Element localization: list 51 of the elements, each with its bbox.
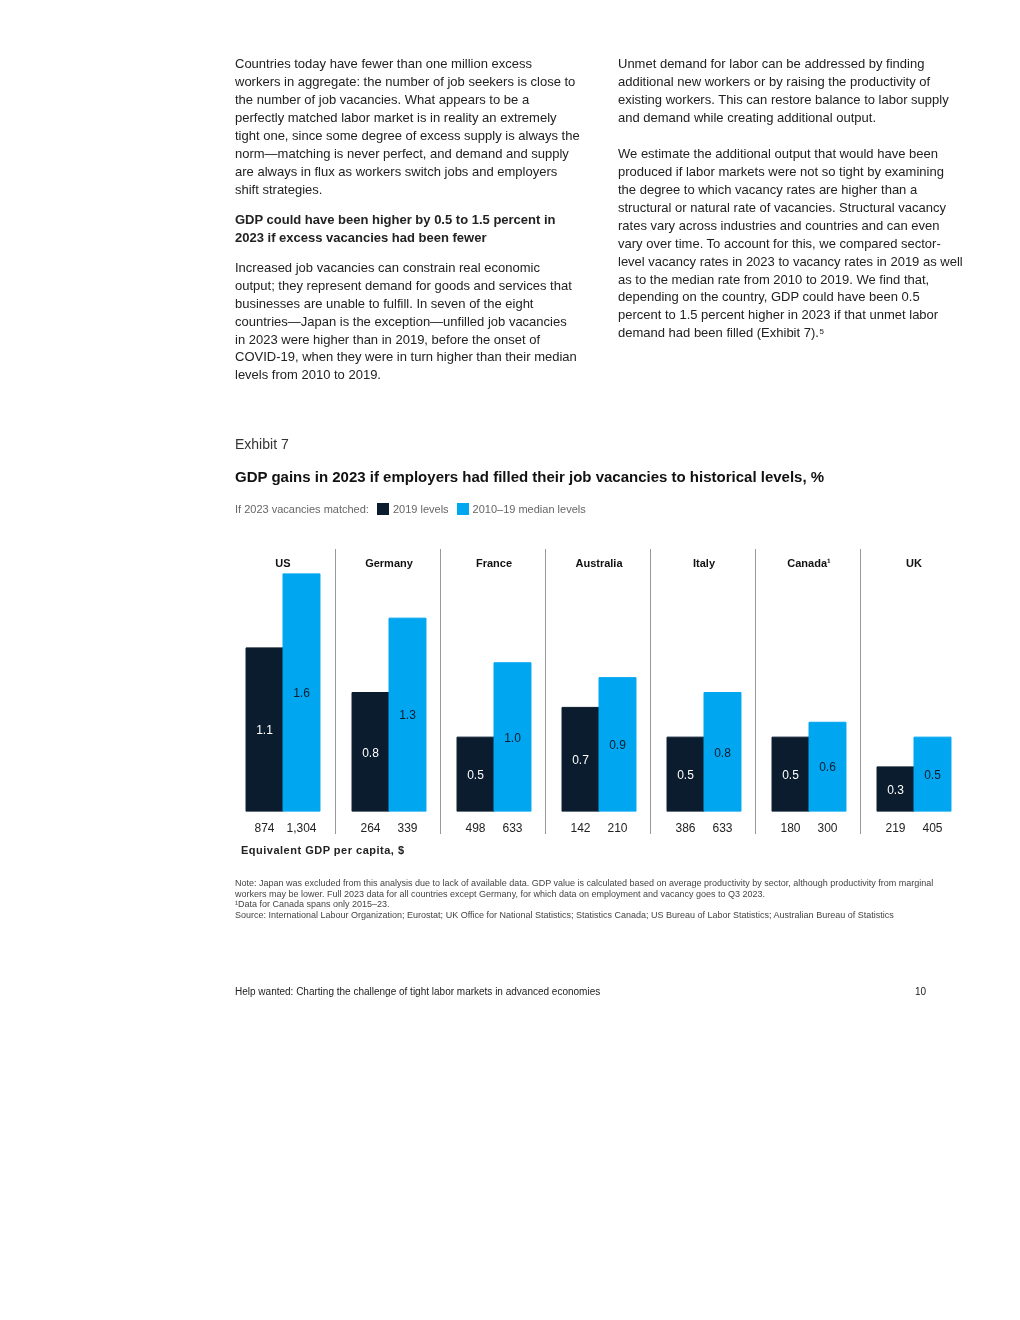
source-note: Source: International Labour Organization; Eurostat; UK Office for National Statistics; Statistics Canada; US Bureau of Labor Statistics; Australian Bureau of Statistics xyxy=(235,910,894,921)
chart-title: US xyxy=(275,556,291,569)
text: GDP gains in 2023 if employers had filled their job vacancies to historical levels, % xyxy=(235,466,825,487)
chart-title: France xyxy=(475,556,513,569)
text: Equivalent GDP per capita, $ xyxy=(241,843,405,856)
text: Countries today have fewer than one million excess workers in aggregate: the number of job seekers is close to the number of job vacancies. What appears to be a perfectly matched labor market is in reality an extremely tight one, since some degree of excess supply is always the norm—matching is never perfect, and demand and supply are always in flux as workers switch jobs and employers shift strategies. xyxy=(235,55,580,199)
legend-title: If 2023 vacancies matched: xyxy=(235,502,369,515)
x-tick-label: 498 xyxy=(465,820,486,835)
x-tick-label: 142 xyxy=(570,820,591,835)
data-label: 0.6 xyxy=(819,760,837,775)
data-label: 1.6 xyxy=(293,685,311,700)
x-tick-label: 633 xyxy=(502,820,523,835)
text: We estimate the additional output that would have been produced if labor markets were not so tight by examining the degree to which vacancy rates are higher than a structural or natural rate of vacancies. Structural vacancy rates vary across industries and countries and can even vary over time. To account for this, we compared sector-level vacancy rates in 2023 to vacancy rates in 2019 as well as to the median rate from 2010 to 2019. We find that, depending on the country, GDP could have been 0.5 percent to 1.5 percent higher in 2023 if that unmet labor demand had been filled (Exhibit 7).⁵ xyxy=(618,145,963,341)
x-tick-label: 1,304 xyxy=(286,820,317,835)
data-label: 0.5 xyxy=(924,767,942,782)
x-tick-label: 300 xyxy=(817,820,838,835)
text: Increased job vacancies can constrain real economic output; they represent demand for goods and services that businesses are unable to fulfill. In seven of the eight countries—Japan is the exception—unfilled job vacancies in 2023 were higher than in 2019, before the onset of COVID-19, when they were in turn higher than their median levels from 2010 to 2019. xyxy=(235,258,578,385)
data-label: 0.8 xyxy=(362,745,380,760)
chart-title: Australia xyxy=(575,556,624,569)
x-tick-label: 874 xyxy=(254,820,275,835)
x-tick-label: 633 xyxy=(712,820,733,835)
data-label: 0.3 xyxy=(887,782,905,797)
chart-title: Canada¹ xyxy=(787,556,832,569)
x-tick-label: 405 xyxy=(922,820,943,835)
data-label: 0.5 xyxy=(467,767,485,782)
data-label: 0.7 xyxy=(572,752,590,767)
chart-title: Germany xyxy=(365,556,414,569)
text: Note: Japan was excluded from this analysis due to lack of available data. GDP value is calculated based on average productivity by sector, although productivity from marginal workers may be lower. Full 2023 data for all countries except Germany, for which data on employment and vacancy goes to Q3 2023. xyxy=(235,877,934,899)
text: ¹Data for Canada spans only 2015–23. xyxy=(235,899,390,910)
x-tick-label: 264 xyxy=(360,820,381,835)
x-tick-label: 386 xyxy=(675,820,696,835)
data-label: 1.3 xyxy=(399,708,417,722)
chart-title: Italy xyxy=(692,556,716,569)
legend-label: 2010–19 median levels xyxy=(472,502,586,515)
x-tick-label: 219 xyxy=(885,820,906,835)
chart-title: UK xyxy=(906,556,922,569)
data-label: 0.8 xyxy=(714,745,732,760)
text: 10 xyxy=(915,985,927,1000)
data-label: 0.5 xyxy=(677,767,695,782)
legend-label: 2019 levels xyxy=(392,502,449,515)
x-tick-label: 180 xyxy=(780,820,801,835)
text: GDP could have been higher by 0.5 to 1.5 percent in 2023 if excess vacancies had been fewer xyxy=(235,210,557,247)
text: Unmet demand for labor can be addressed by finding additional new workers or by raising the productivity of existing workers. This can restore balance to labor supply and demand while creating additional output. xyxy=(618,55,950,127)
data-label: 0.9 xyxy=(609,737,627,752)
data-label: 0.5 xyxy=(782,767,800,782)
text: Help wanted: Charting the challenge of tight labor markets in advanced economies xyxy=(235,985,601,1000)
text: Exhibit 7 xyxy=(235,434,289,454)
data-label: 1.0 xyxy=(504,730,522,745)
x-tick-label: 339 xyxy=(397,820,418,835)
x-tick-label: 210 xyxy=(607,820,628,835)
data-label: 1.1 xyxy=(256,722,274,737)
